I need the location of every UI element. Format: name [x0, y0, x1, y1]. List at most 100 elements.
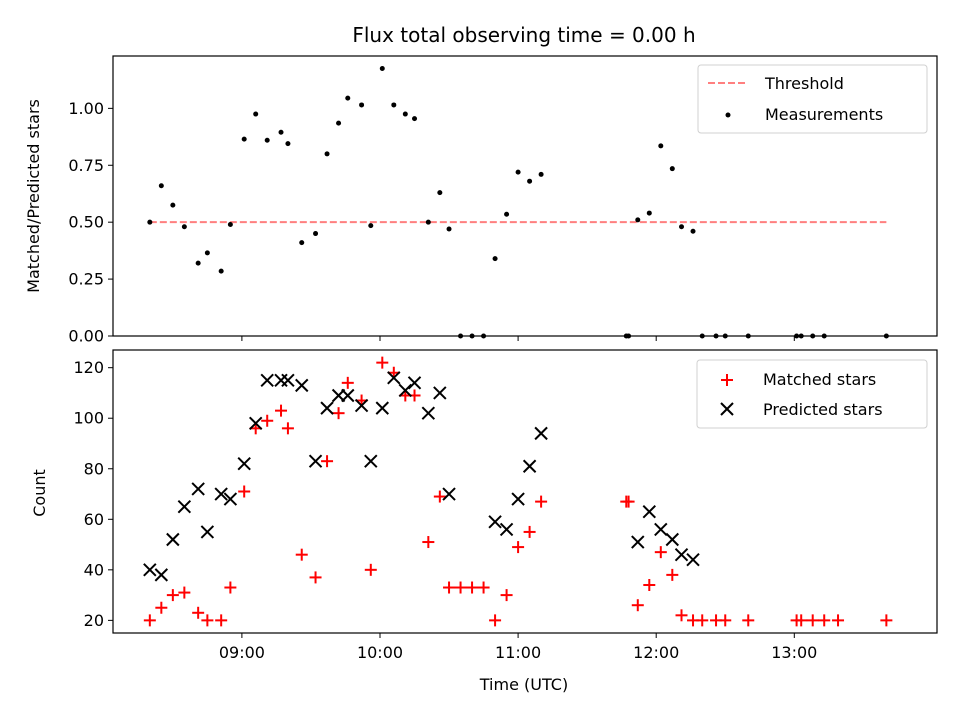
matched-stars-point — [880, 614, 893, 627]
predicted-stars-point — [200, 525, 215, 539]
count-x-tick-label: 12:00 — [633, 643, 679, 662]
measurement-point — [492, 256, 498, 262]
count-y-axis-label: Count — [30, 469, 49, 517]
matched-stars-point — [443, 581, 456, 594]
matched-stars-point — [643, 578, 656, 591]
matched-stars-point — [166, 589, 179, 602]
matched-stars-point — [192, 606, 205, 619]
matched-legend-swatch — [721, 374, 733, 386]
matched-stars-point — [178, 586, 191, 599]
predicted-stars-series — [143, 371, 700, 582]
matched-stars-point — [675, 609, 688, 622]
predicted-stars-point — [223, 492, 238, 506]
predicted-stars-point — [214, 487, 228, 501]
predicted-stars-point — [665, 532, 680, 547]
threshold-legend-label: Threshold — [764, 74, 844, 93]
matched-stars-point — [631, 599, 644, 612]
measurement-point — [538, 171, 544, 177]
ratio-legend: Threshold Measurements — [697, 64, 928, 134]
predicted-stars-point — [375, 401, 390, 415]
matched-stars-point — [215, 614, 228, 627]
matched-stars-point — [795, 614, 808, 627]
matched-stars-point — [201, 614, 214, 627]
measurement-point — [391, 102, 397, 108]
predicted-stars-point — [364, 454, 378, 468]
matched-stars-point — [477, 581, 490, 594]
measurement-point — [299, 240, 305, 246]
measurement-point — [204, 250, 210, 256]
ratio-y-tick-label: 0.75 — [68, 156, 104, 175]
measurement-point — [285, 141, 291, 147]
matched-stars-point — [275, 404, 288, 417]
count-x-tick-label: 10:00 — [357, 643, 403, 662]
predicted-stars-point — [398, 383, 413, 398]
measurements-legend-label: Measurements — [765, 105, 883, 124]
predicted-stars-point — [511, 492, 525, 506]
measurement-point — [658, 143, 664, 149]
count-y-tick-label: 40 — [84, 560, 104, 579]
measurement-point — [402, 111, 408, 117]
measurements-legend-swatch — [725, 112, 731, 118]
measurement-point — [359, 102, 365, 108]
matched-stars-point — [622, 495, 635, 508]
matched-stars-point — [224, 581, 237, 594]
matched-stars-point — [433, 490, 446, 503]
measurement-point — [379, 66, 385, 72]
predicted-stars-point — [191, 482, 205, 496]
measurement-point — [195, 260, 201, 266]
measurement-point — [515, 169, 521, 175]
matched-stars-point — [512, 541, 525, 554]
measurement-point — [368, 223, 374, 229]
measurement-point — [264, 137, 270, 143]
predicted-stars-point — [248, 416, 263, 430]
count-y-ticks: 20 40 60 80 100 120 — [73, 358, 113, 630]
predicted-stars-point — [354, 398, 369, 413]
predicted-stars-point — [534, 426, 548, 441]
measurement-point — [679, 224, 685, 230]
count-x-ticks: 09:00 10:00 11:00 12:00 13:00 — [219, 633, 817, 662]
count-legend: Matched stars Predicted stars — [696, 359, 928, 429]
measurement-point — [635, 217, 641, 223]
predicted-stars-point — [154, 568, 169, 582]
matched-stars-point — [341, 376, 354, 389]
ratio-axes-frame — [112, 55, 938, 337]
chart-title: Flux total observing time = 0.00 h — [352, 23, 695, 47]
measurement-point — [278, 129, 284, 135]
count-x-tick-label: 13:00 — [771, 643, 817, 662]
measurement-point — [690, 228, 696, 234]
measurement-point — [158, 183, 164, 189]
predicted-stars-point — [654, 522, 668, 537]
predicted-stars-point — [295, 378, 309, 393]
matched-stars-point — [696, 614, 709, 627]
predicted-stars-point — [281, 373, 295, 388]
predicted-stars-point — [442, 487, 456, 501]
matched-stars-point — [364, 563, 377, 576]
ratio-plot-area — [147, 66, 889, 339]
predicted-stars-point — [387, 371, 401, 385]
count-y-tick-label: 120 — [73, 358, 104, 377]
count-y-tick-label: 80 — [84, 459, 104, 478]
matched-stars-point — [818, 614, 831, 627]
predicted-stars-point — [341, 388, 355, 403]
matched-stars-point — [281, 422, 294, 435]
predicted-stars-point — [166, 532, 180, 547]
measurement-point — [504, 211, 510, 217]
ratio-y-tick-label: 0.50 — [68, 213, 104, 232]
count-y-tick-label: 60 — [84, 510, 104, 529]
predicted-stars-point — [260, 373, 274, 388]
matched-stars-series — [143, 356, 893, 627]
matched-stars-point — [500, 589, 513, 602]
ratio-y-tick-label: 0.00 — [68, 327, 104, 346]
predicted-stars-point — [308, 454, 323, 468]
matched-stars-point — [535, 495, 548, 508]
ratio-y-tick-label: 1.00 — [68, 99, 104, 118]
count-legend-box — [696, 359, 928, 429]
measurement-point — [147, 219, 153, 225]
matched-stars-point — [261, 414, 274, 427]
predicted-stars-point — [488, 515, 502, 529]
matched-stars-point — [155, 601, 168, 614]
matched-legend-label: Matched stars — [763, 370, 876, 389]
predicted-stars-point — [642, 505, 656, 519]
count-x-tick-label: 11:00 — [495, 643, 541, 662]
